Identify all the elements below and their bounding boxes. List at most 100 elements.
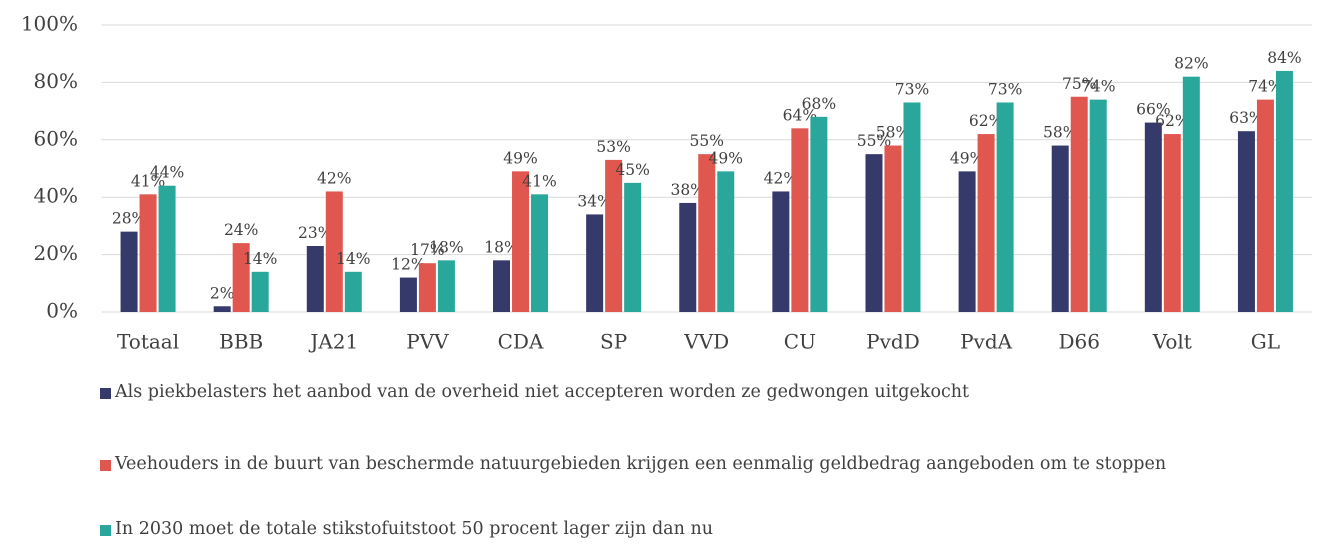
data-label: 45% — [615, 161, 649, 179]
bar — [977, 134, 995, 312]
data-label: 74% — [1248, 78, 1282, 96]
bar — [437, 260, 455, 312]
bar — [791, 128, 809, 312]
data-label: 73% — [988, 80, 1022, 98]
y-tick-label: 60% — [34, 126, 78, 150]
data-label: 41% — [522, 172, 556, 190]
x-tick-label: PvdA — [960, 330, 1013, 354]
legend-swatch — [100, 525, 111, 536]
bar — [772, 191, 790, 312]
data-label: 14% — [336, 250, 370, 268]
data-label: 41% — [131, 172, 165, 190]
bar — [884, 145, 902, 312]
bar — [1051, 145, 1069, 312]
data-label: 42% — [764, 169, 798, 187]
legend-label: In 2030 moet de totale stikstofuitstoot … — [115, 519, 713, 539]
bar — [1237, 131, 1255, 312]
x-tick-label: GL — [1251, 330, 1280, 354]
data-label: 34% — [577, 192, 611, 210]
data-label: 58% — [876, 124, 910, 142]
legend-swatch — [100, 388, 111, 399]
legend-swatch — [100, 460, 111, 471]
data-label: 82% — [1174, 55, 1208, 73]
bar — [306, 245, 324, 312]
bar — [251, 271, 269, 312]
data-label: 17% — [410, 241, 444, 259]
data-label: 58% — [1043, 124, 1077, 142]
data-label: 44% — [150, 164, 184, 182]
x-tick-label: SP — [600, 330, 627, 354]
data-label: 28% — [112, 210, 146, 228]
data-label: 38% — [671, 181, 705, 199]
legend-item: In 2030 moet de totale stikstofuitstoot … — [100, 517, 1230, 542]
data-label: 49% — [709, 149, 743, 167]
data-label: 42% — [317, 169, 351, 187]
bar — [1089, 99, 1107, 313]
y-tick-label: 100% — [21, 12, 78, 36]
bar — [586, 214, 604, 312]
data-label: 63% — [1229, 109, 1263, 127]
bar — [158, 185, 176, 312]
bar — [232, 243, 250, 312]
bar — [512, 171, 530, 312]
data-label: 84% — [1267, 49, 1301, 67]
bar — [325, 191, 343, 312]
y-tick-label: 0% — [46, 299, 78, 323]
data-label: 53% — [596, 138, 630, 156]
bar — [120, 231, 138, 312]
data-label: 18% — [429, 238, 463, 256]
bar — [717, 171, 735, 312]
x-tick-label: Totaal — [117, 330, 179, 354]
x-tick-label: CDA — [498, 330, 544, 354]
data-label: 62% — [1155, 112, 1189, 130]
data-label: 24% — [224, 221, 258, 239]
bar — [1144, 122, 1162, 312]
chart: 0%20%40%60%80%100%Totaal28%41%44%BBB2%24… — [21, 12, 1312, 354]
data-label: 64% — [783, 106, 817, 124]
bar — [418, 263, 436, 312]
x-tick-label: JA21 — [308, 330, 358, 354]
bar — [605, 159, 623, 312]
bar — [493, 260, 511, 312]
data-label: 68% — [802, 95, 836, 113]
data-label: 14% — [243, 250, 277, 268]
x-tick-label: CU — [784, 330, 816, 354]
x-tick-label: Volt — [1152, 330, 1192, 354]
data-label: 18% — [484, 238, 518, 256]
legend-item: Als piekbelasters het aanbod van de over… — [100, 380, 1230, 405]
x-tick-label: VVD — [683, 330, 729, 354]
data-label: 55% — [857, 132, 891, 150]
data-label: 23% — [298, 224, 332, 242]
bar — [139, 194, 157, 312]
data-label: 66% — [1136, 101, 1170, 119]
bar — [399, 277, 417, 312]
bar — [679, 202, 697, 312]
bar — [958, 171, 976, 312]
data-label: 49% — [950, 149, 984, 167]
bar — [1163, 134, 1181, 312]
bar — [698, 154, 716, 312]
data-label: 2% — [210, 284, 235, 302]
bar — [903, 102, 921, 313]
bar — [1275, 70, 1293, 312]
y-tick-label: 20% — [34, 241, 78, 265]
data-label: 49% — [503, 149, 537, 167]
data-label: 74% — [1081, 78, 1115, 96]
data-label: 75% — [1062, 75, 1096, 93]
y-tick-label: 80% — [34, 69, 78, 93]
bar — [996, 102, 1014, 313]
legend-label: Veehouders in de buurt van beschermde na… — [115, 454, 1167, 474]
y-tick-label: 40% — [34, 184, 78, 208]
bar — [1182, 76, 1200, 312]
x-tick-label: D66 — [1058, 330, 1099, 354]
x-tick-label: PvdD — [866, 330, 920, 354]
bar — [213, 306, 231, 312]
bar — [810, 116, 828, 312]
x-tick-label: PVV — [406, 330, 449, 354]
bar — [1256, 99, 1274, 313]
data-label: 62% — [969, 112, 1003, 130]
data-label: 55% — [690, 132, 724, 150]
data-label: 12% — [391, 256, 425, 274]
bar — [344, 271, 362, 312]
